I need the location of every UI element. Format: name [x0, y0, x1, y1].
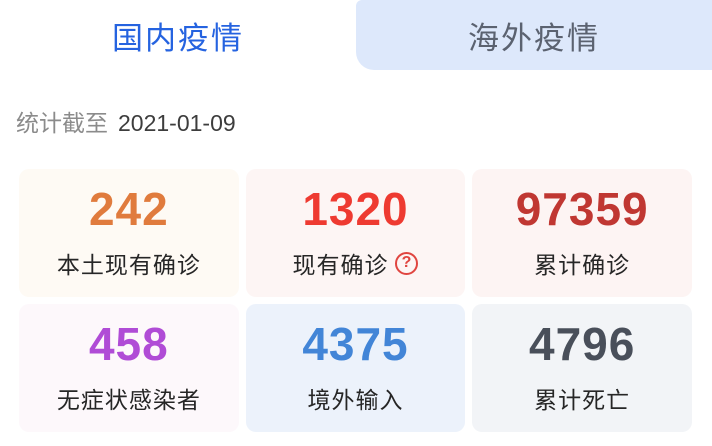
stat-value: 4796: [528, 318, 636, 370]
stat-label: 本土现有确诊: [56, 252, 201, 278]
stat-value: 97359: [515, 183, 649, 235]
stats-cutoff-date: 2021-01-09: [118, 110, 236, 136]
stat-label: 累计死亡: [534, 387, 631, 413]
stat-label: 现有确诊: [292, 252, 389, 278]
stat-label: 无症状感染者: [56, 387, 201, 413]
tab-bar: 国内疫情 海外疫情: [0, 0, 712, 70]
stat-value: 458: [88, 318, 169, 370]
stat-card-asymptomatic: 458 无症状感染者: [19, 304, 239, 432]
stat-card-existing-confirmed: 1320 现有确诊 ?: [245, 169, 466, 297]
tab-domestic-epidemic[interactable]: 国内疫情: [0, 0, 356, 70]
stat-card-cumulative-confirmed: 97359 累计确诊: [472, 169, 692, 297]
stats-cutoff-line: 统计截至 2021-01-09: [16, 104, 712, 138]
stat-card-local-confirmed: 242 本土现有确诊: [19, 169, 239, 297]
stat-value: 242: [88, 183, 169, 235]
stat-label: 累计确诊: [534, 252, 631, 278]
help-icon[interactable]: ?: [395, 251, 419, 275]
stats-cutoff-prefix: 统计截至: [16, 110, 108, 136]
stat-value: 1320: [302, 183, 409, 235]
tab-overseas-epidemic[interactable]: 海外疫情: [356, 0, 712, 70]
stat-card-grid: 242 本土现有确诊 1320 现有确诊 ? 97359 累计确诊 458 无症…: [19, 169, 692, 432]
stat-label: 境外输入: [307, 387, 404, 413]
stat-card-cumulative-deaths: 4796 累计死亡: [472, 304, 692, 432]
stat-value: 4375: [302, 318, 409, 370]
stat-card-imported: 4375 境外输入: [245, 304, 466, 432]
